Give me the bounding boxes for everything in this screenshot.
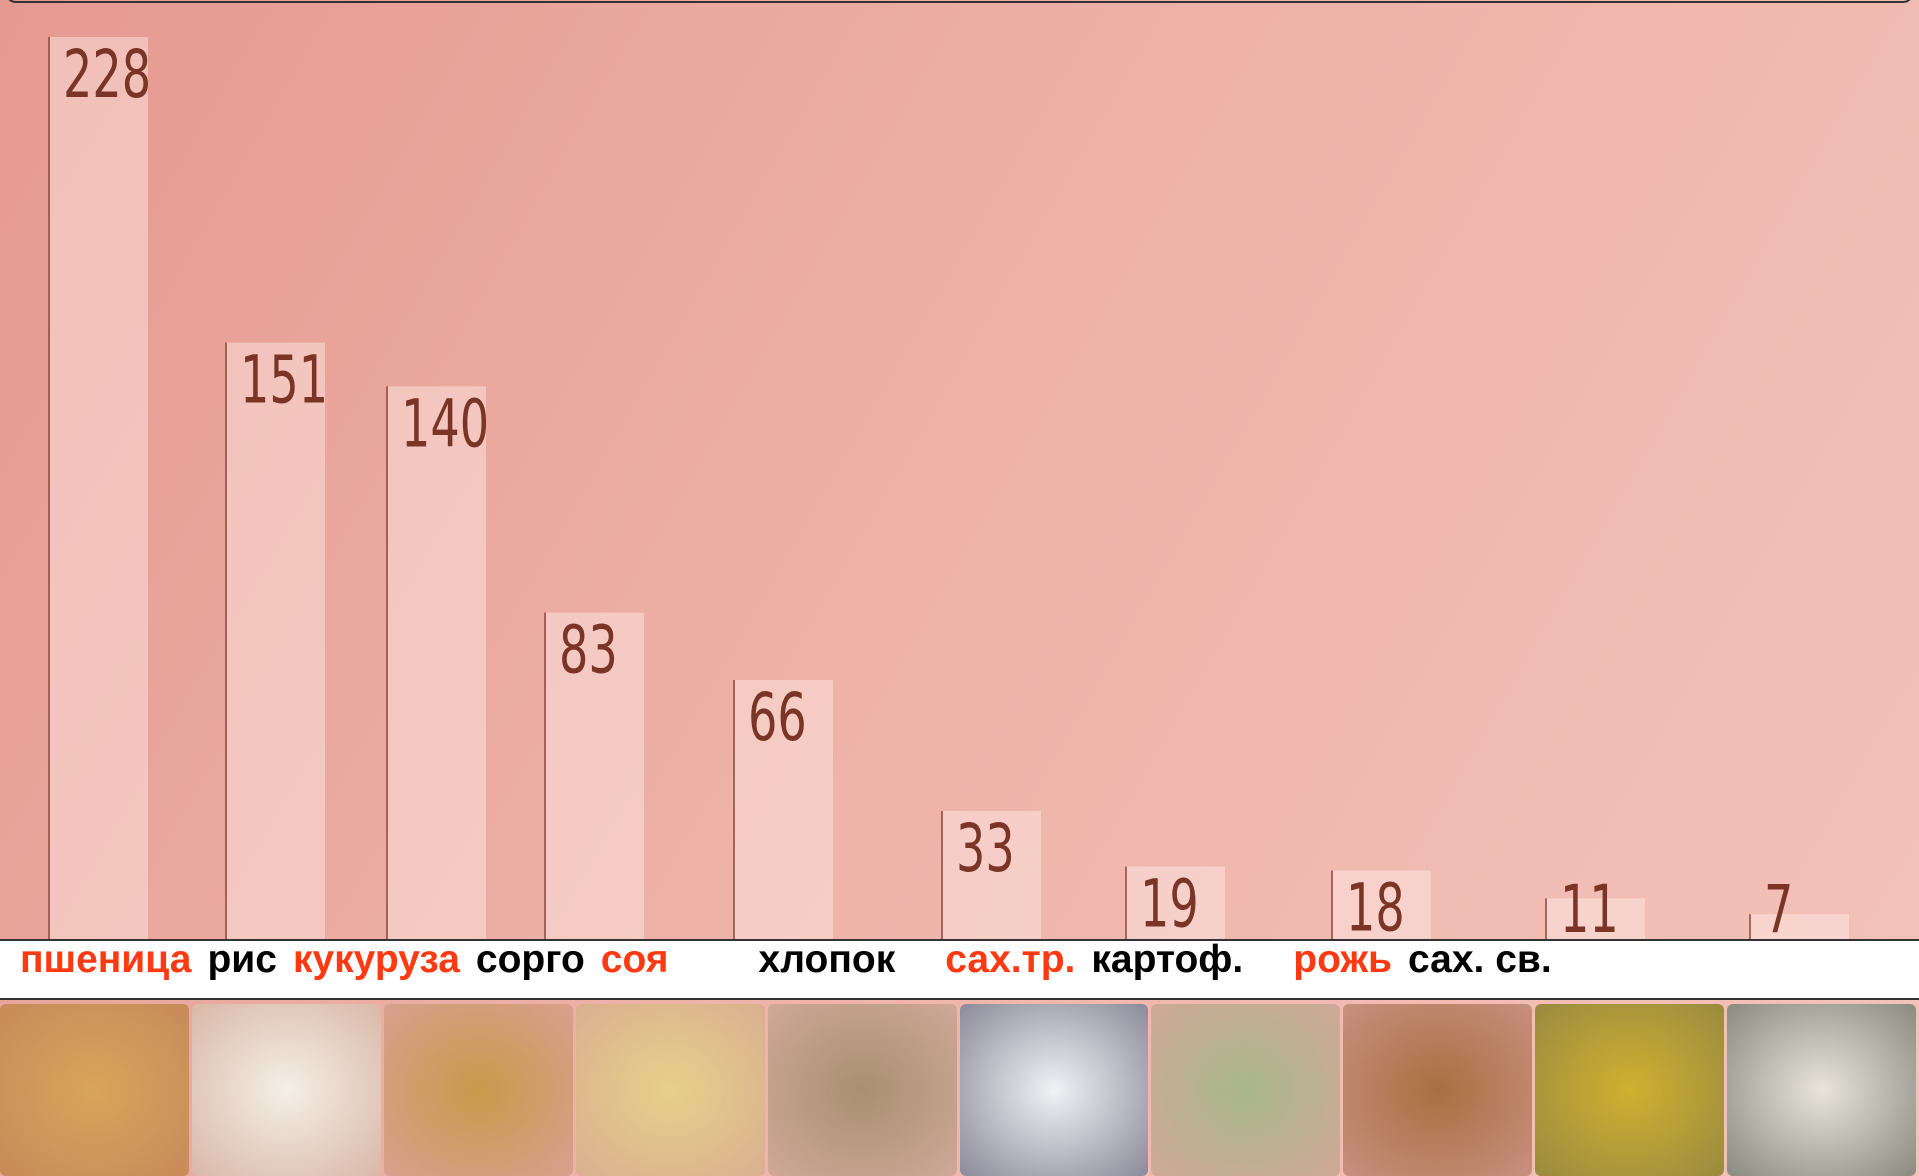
bar <box>227 343 325 942</box>
bar <box>50 37 148 942</box>
value-label: 7 <box>1764 872 1793 948</box>
category-label: рожь <box>1293 938 1392 981</box>
image <box>576 1004 765 1176</box>
category-label: соя <box>601 938 669 981</box>
value-label: 11 <box>1560 872 1619 948</box>
value-label: 83 <box>559 612 618 688</box>
crop-images <box>0 1004 1919 1176</box>
category-label: хлопок <box>759 938 896 981</box>
category-label: сорго <box>476 938 585 981</box>
image <box>0 1004 189 1176</box>
frame <box>6 0 1913 2</box>
category-label: рис <box>207 938 277 981</box>
image <box>768 1004 957 1176</box>
category-label: картоф. <box>1091 938 1243 981</box>
category-label: сах.тр. <box>945 938 1075 981</box>
value-label: 33 <box>956 811 1015 887</box>
value-label: 19 <box>1140 866 1199 942</box>
image <box>1343 1004 1532 1176</box>
image <box>1727 1004 1916 1176</box>
value-label: 66 <box>748 680 807 756</box>
category-label: пшеница <box>20 938 191 981</box>
image <box>192 1004 381 1176</box>
category-label: кукуруза <box>293 938 460 981</box>
value-label: 151 <box>240 342 328 418</box>
image <box>1151 1004 1340 1176</box>
category-label: сах. св. <box>1408 938 1552 981</box>
value-label: 140 <box>401 386 489 462</box>
value-label: 18 <box>1346 870 1405 946</box>
image <box>1535 1004 1724 1176</box>
value-label: 228 <box>63 37 151 113</box>
chart: 228 151 140 83 66 33 19 18 11 7 <box>0 0 1919 1004</box>
image <box>960 1004 1149 1176</box>
bar <box>388 386 486 942</box>
page: 228 151 140 83 66 33 19 18 11 7 пшеница рис кукуруз… <box>0 0 1919 1176</box>
image <box>384 1004 573 1176</box>
category-labels: пшеница рис кукуруза сорго соя хлопок сах.тр. к… <box>0 939 1919 1000</box>
